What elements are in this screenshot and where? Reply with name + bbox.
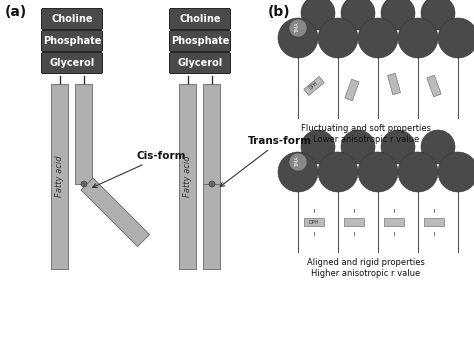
Circle shape (421, 130, 455, 164)
Text: TMA: TMA (295, 157, 301, 167)
Text: Choline: Choline (51, 14, 93, 24)
Circle shape (301, 0, 335, 30)
Circle shape (398, 18, 438, 58)
Circle shape (341, 130, 375, 164)
Circle shape (289, 153, 307, 171)
Text: DPH: DPH (309, 81, 319, 91)
Circle shape (358, 18, 398, 58)
Circle shape (301, 130, 335, 164)
Circle shape (398, 152, 438, 192)
Text: Fluctuating and soft properties: Fluctuating and soft properties (301, 124, 431, 133)
Bar (180, 84, 197, 269)
Text: Glycerol: Glycerol (177, 58, 223, 68)
Text: (a): (a) (5, 5, 27, 19)
Circle shape (341, 0, 375, 30)
Text: Lower anisotropic r value: Lower anisotropic r value (313, 135, 419, 144)
FancyBboxPatch shape (42, 53, 102, 73)
Bar (203, 84, 220, 184)
Polygon shape (304, 218, 324, 226)
Circle shape (381, 130, 415, 164)
Text: Glycerol: Glycerol (49, 58, 95, 68)
Bar (203, 184, 220, 269)
Text: (b): (b) (268, 5, 291, 19)
Bar (75, 84, 92, 184)
Circle shape (81, 181, 87, 187)
Circle shape (209, 181, 215, 187)
FancyBboxPatch shape (170, 9, 230, 29)
FancyBboxPatch shape (170, 31, 230, 51)
FancyBboxPatch shape (170, 53, 230, 73)
Circle shape (318, 18, 358, 58)
Text: Phosphate: Phosphate (171, 36, 229, 46)
Circle shape (358, 152, 398, 192)
Text: Higher anisotropic r value: Higher anisotropic r value (311, 269, 420, 278)
Polygon shape (304, 77, 324, 95)
Text: Choline: Choline (179, 14, 221, 24)
FancyBboxPatch shape (42, 9, 102, 29)
Circle shape (278, 18, 318, 58)
Polygon shape (384, 218, 404, 226)
Text: TMA: TMA (295, 23, 301, 33)
Text: Cis-form: Cis-form (92, 151, 186, 187)
Polygon shape (388, 73, 401, 95)
FancyBboxPatch shape (42, 31, 102, 51)
Polygon shape (427, 75, 441, 97)
Circle shape (438, 18, 474, 58)
Bar (52, 84, 69, 269)
Polygon shape (345, 79, 359, 101)
Polygon shape (344, 218, 364, 226)
Circle shape (381, 0, 415, 30)
Text: DPH: DPH (309, 219, 319, 224)
Circle shape (421, 0, 455, 30)
Polygon shape (81, 178, 150, 247)
Text: Fatty acid: Fatty acid (55, 156, 64, 197)
Text: Aligned and rigid properties: Aligned and rigid properties (307, 258, 425, 267)
Circle shape (278, 152, 318, 192)
Text: Trans-form: Trans-form (220, 136, 312, 187)
Text: Phosphate: Phosphate (43, 36, 101, 46)
Polygon shape (424, 218, 444, 226)
Circle shape (289, 19, 307, 37)
Text: Fatty acid: Fatty acid (183, 156, 192, 197)
Circle shape (318, 152, 358, 192)
Circle shape (438, 152, 474, 192)
